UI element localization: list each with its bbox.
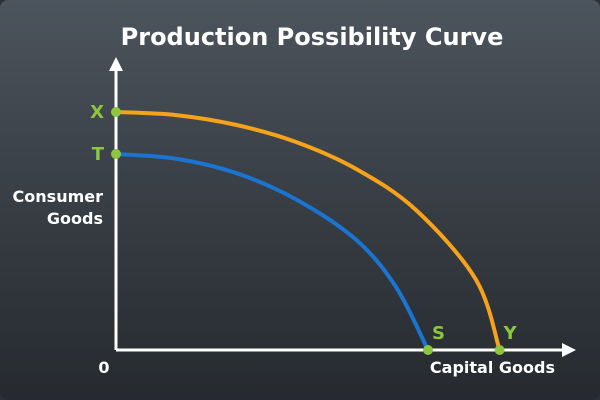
point-t-label: T xyxy=(92,144,105,165)
point-s-marker xyxy=(423,345,433,355)
x-axis-label: Capital Goods xyxy=(430,358,555,377)
point-y-label: Y xyxy=(503,323,518,344)
x-axis-arrowhead xyxy=(562,343,576,357)
point-x-marker xyxy=(111,107,121,117)
point-t-marker xyxy=(111,149,121,159)
point-s-label: S xyxy=(432,323,445,344)
y-axis-label-line-2: Goods xyxy=(47,209,103,228)
points-layer: XT S Y xyxy=(90,102,518,355)
axes xyxy=(109,57,576,357)
origin-label: 0 xyxy=(98,358,109,377)
chart-title: Production Possibility Curve xyxy=(121,23,504,51)
series-outer-curve xyxy=(114,110,502,352)
y-axis-label-line-1: Consumer xyxy=(13,187,104,206)
point-y-marker xyxy=(494,345,505,355)
point-x-label: X xyxy=(90,102,104,123)
y-axis-arrowhead xyxy=(109,57,123,71)
series-inner-curve xyxy=(114,152,430,352)
curves-layer xyxy=(114,110,502,352)
